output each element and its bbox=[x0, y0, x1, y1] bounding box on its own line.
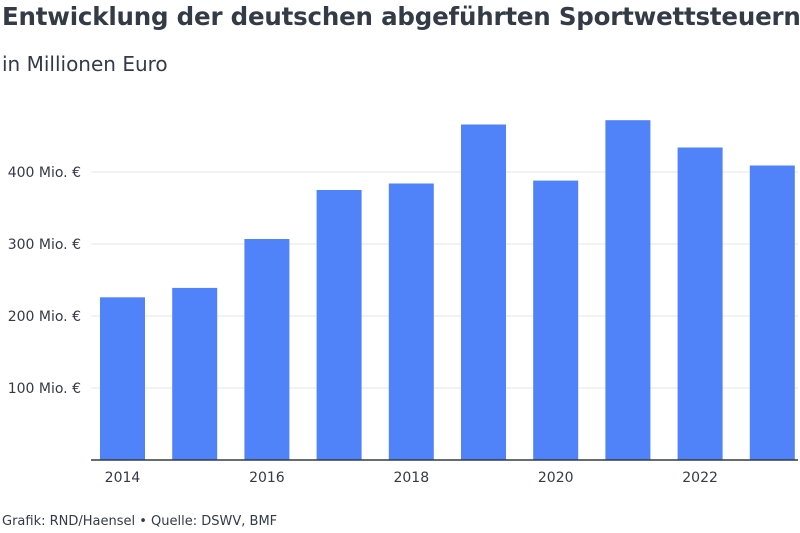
bar-2021 bbox=[605, 120, 651, 460]
y-tick-labels: 100 Mio. € 200 Mio. € 300 Mio. € 400 Mio. € bbox=[8, 165, 81, 397]
x-tick-label: 2018 bbox=[393, 470, 429, 486]
bars bbox=[100, 120, 795, 460]
x-tick-label: 2016 bbox=[249, 470, 285, 486]
y-tick-label: 100 Mio. € bbox=[8, 381, 81, 397]
bar-2020 bbox=[533, 180, 579, 460]
bar-2023 bbox=[749, 165, 795, 460]
bar-2014 bbox=[100, 297, 145, 460]
x-tick-labels: 2014 2016 2018 2020 2022 bbox=[105, 470, 718, 486]
x-tick-label: 2022 bbox=[682, 470, 718, 486]
y-tick-label: 200 Mio. € bbox=[8, 309, 81, 325]
bar-2018 bbox=[388, 183, 434, 460]
x-tick-label: 2020 bbox=[538, 470, 574, 486]
bar-2017 bbox=[316, 190, 362, 460]
bar-2019 bbox=[461, 124, 506, 460]
x-tick-label: 2014 bbox=[105, 470, 141, 486]
bar-2016 bbox=[244, 239, 290, 460]
bar-2015 bbox=[172, 287, 218, 460]
chart-subtitle: in Millionen Euro bbox=[2, 52, 168, 76]
bar-2022 bbox=[677, 147, 723, 460]
y-tick-label: 400 Mio. € bbox=[8, 165, 81, 181]
chart-title: Entwicklung der deutschen abgeführten Sp… bbox=[2, 2, 800, 31]
source-credit: Grafik: RND/Haensel • Quelle: DSWV, BMF bbox=[2, 514, 278, 529]
y-tick-label: 300 Mio. € bbox=[8, 237, 81, 253]
